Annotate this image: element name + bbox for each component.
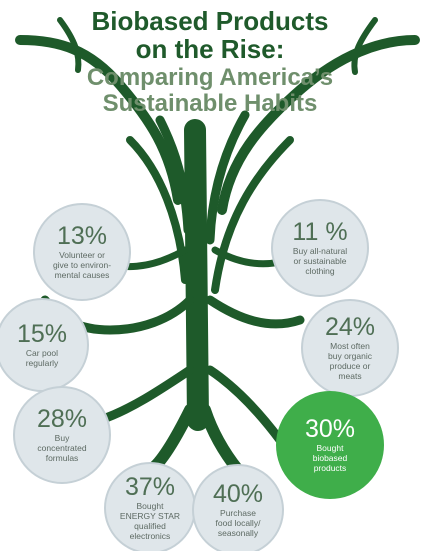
- stat-label: meats: [338, 371, 361, 381]
- stat-label: food locally/: [216, 518, 262, 528]
- stat-value: 37%: [125, 473, 175, 501]
- stat-value: 11 %: [292, 218, 347, 246]
- stat-label: biobased: [313, 453, 348, 463]
- stat-label: Car pool: [26, 348, 58, 358]
- stat-label: Bought: [137, 501, 165, 511]
- stat-value: 30%: [305, 415, 355, 443]
- stat-label: concentrated: [37, 443, 86, 453]
- stat-label: formulas: [46, 453, 79, 463]
- circle-bg: [271, 199, 369, 297]
- title-line: Biobased Products: [92, 6, 329, 36]
- stat-label: regularly: [26, 358, 59, 368]
- stat-label: clothing: [305, 266, 335, 276]
- stat-label: Purchase: [220, 508, 256, 518]
- stat-label: Most often: [330, 341, 370, 351]
- title-line: on the Rise:: [136, 34, 285, 64]
- circle-bg: [33, 203, 131, 301]
- circle-bg: [276, 391, 384, 499]
- stat-label: products: [314, 463, 347, 473]
- stat-label: give to environ-: [53, 260, 111, 270]
- stat-label: Bought: [317, 443, 345, 453]
- stat-label: Volunteer or: [59, 250, 105, 260]
- stat-value: 40%: [213, 480, 263, 508]
- stat-value: 28%: [37, 405, 87, 433]
- stat-label: Buy: [55, 433, 70, 443]
- stat-label: produce or: [330, 361, 371, 371]
- stat-label: electronics: [130, 531, 171, 541]
- stat-label: ENERGY STAR: [120, 511, 180, 521]
- stat-label: Buy all-natural: [293, 246, 347, 256]
- stat-value: 24%: [325, 313, 375, 341]
- stat-label: seasonally: [218, 528, 259, 538]
- circle-bg: [192, 464, 284, 551]
- circle-bg: [13, 386, 111, 484]
- stat-label: mental causes: [55, 270, 110, 280]
- subtitle-line: Sustainable Habits: [103, 90, 318, 117]
- stat-label: qualified: [134, 521, 166, 531]
- subtitle-line: Comparing America’s: [87, 64, 333, 91]
- stat-value: 15%: [17, 320, 67, 348]
- stat-label: buy organic: [328, 351, 373, 361]
- stat-value: 13%: [57, 222, 107, 250]
- stat-label: or sustainable: [294, 256, 347, 266]
- tree: [15, 17, 420, 476]
